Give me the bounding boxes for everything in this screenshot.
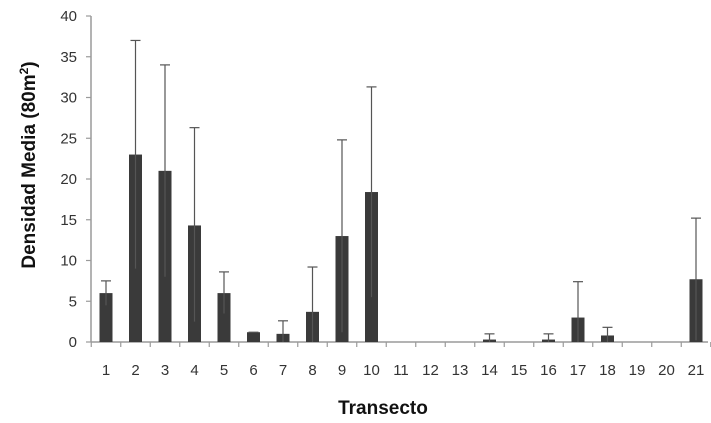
y-axis-title-group: Densidad Media (80m2) bbox=[17, 61, 40, 268]
y-axis-title-superscript: 2 bbox=[17, 67, 31, 74]
axes-group bbox=[90, 16, 708, 343]
y-tick-label: 35 bbox=[60, 49, 77, 66]
x-tick-label: 10 bbox=[363, 362, 380, 379]
x-tick-label: 21 bbox=[688, 362, 705, 379]
bar bbox=[247, 332, 260, 342]
x-tick-label: 2 bbox=[131, 362, 139, 379]
x-tick-label: 16 bbox=[540, 362, 557, 379]
x-tick-label: 14 bbox=[481, 362, 498, 379]
y-tick-label: 5 bbox=[69, 293, 77, 310]
error-bars-group bbox=[101, 39, 701, 342]
x-tick-label: 6 bbox=[249, 362, 257, 379]
y-axis-title-close: ) bbox=[19, 61, 40, 67]
bar bbox=[217, 293, 231, 342]
x-tick-label: 5 bbox=[220, 362, 228, 379]
y-tick-label: 25 bbox=[60, 130, 77, 147]
x-tick-label: 15 bbox=[511, 362, 528, 379]
x-tick-label: 8 bbox=[308, 362, 316, 379]
x-axis-title: Transecto bbox=[338, 398, 428, 419]
x-tick-label: 3 bbox=[161, 362, 169, 379]
y-axis-title-main: Densidad Media (80m bbox=[19, 74, 40, 268]
x-tick-label: 18 bbox=[599, 362, 616, 379]
y-tick-label: 10 bbox=[60, 253, 77, 270]
x-tick-label: 11 bbox=[393, 362, 409, 379]
x-ticks-group: 1 2 3 4 5 6 7 8 9 10 11 12 13 14 15 16 17 18 19 20 21 bbox=[90, 342, 711, 379]
y-tick-label: 30 bbox=[60, 90, 77, 107]
y-tick-label: 20 bbox=[60, 171, 77, 188]
x-tick-label: 1 bbox=[102, 362, 110, 379]
x-tick-label: 17 bbox=[570, 362, 587, 379]
bar bbox=[99, 293, 113, 342]
x-tick-label: 13 bbox=[452, 362, 469, 379]
x-tick-label: 9 bbox=[338, 362, 346, 379]
y-tick-label: 15 bbox=[60, 212, 77, 229]
x-tick-label: 12 bbox=[422, 362, 439, 379]
x-tick-label: 19 bbox=[629, 362, 646, 379]
x-tick-label: 7 bbox=[279, 362, 287, 379]
y-tick-label: 0 bbox=[69, 334, 77, 351]
bars-group bbox=[99, 154, 703, 342]
y-ticks-group: 0 5 10 15 20 25 30 35 40 bbox=[60, 8, 91, 351]
x-tick-label: 4 bbox=[190, 362, 198, 379]
x-tick-label: 20 bbox=[658, 362, 675, 379]
y-axis-title: Densidad Media (80m2) bbox=[17, 61, 40, 268]
y-tick-label: 40 bbox=[60, 8, 77, 25]
